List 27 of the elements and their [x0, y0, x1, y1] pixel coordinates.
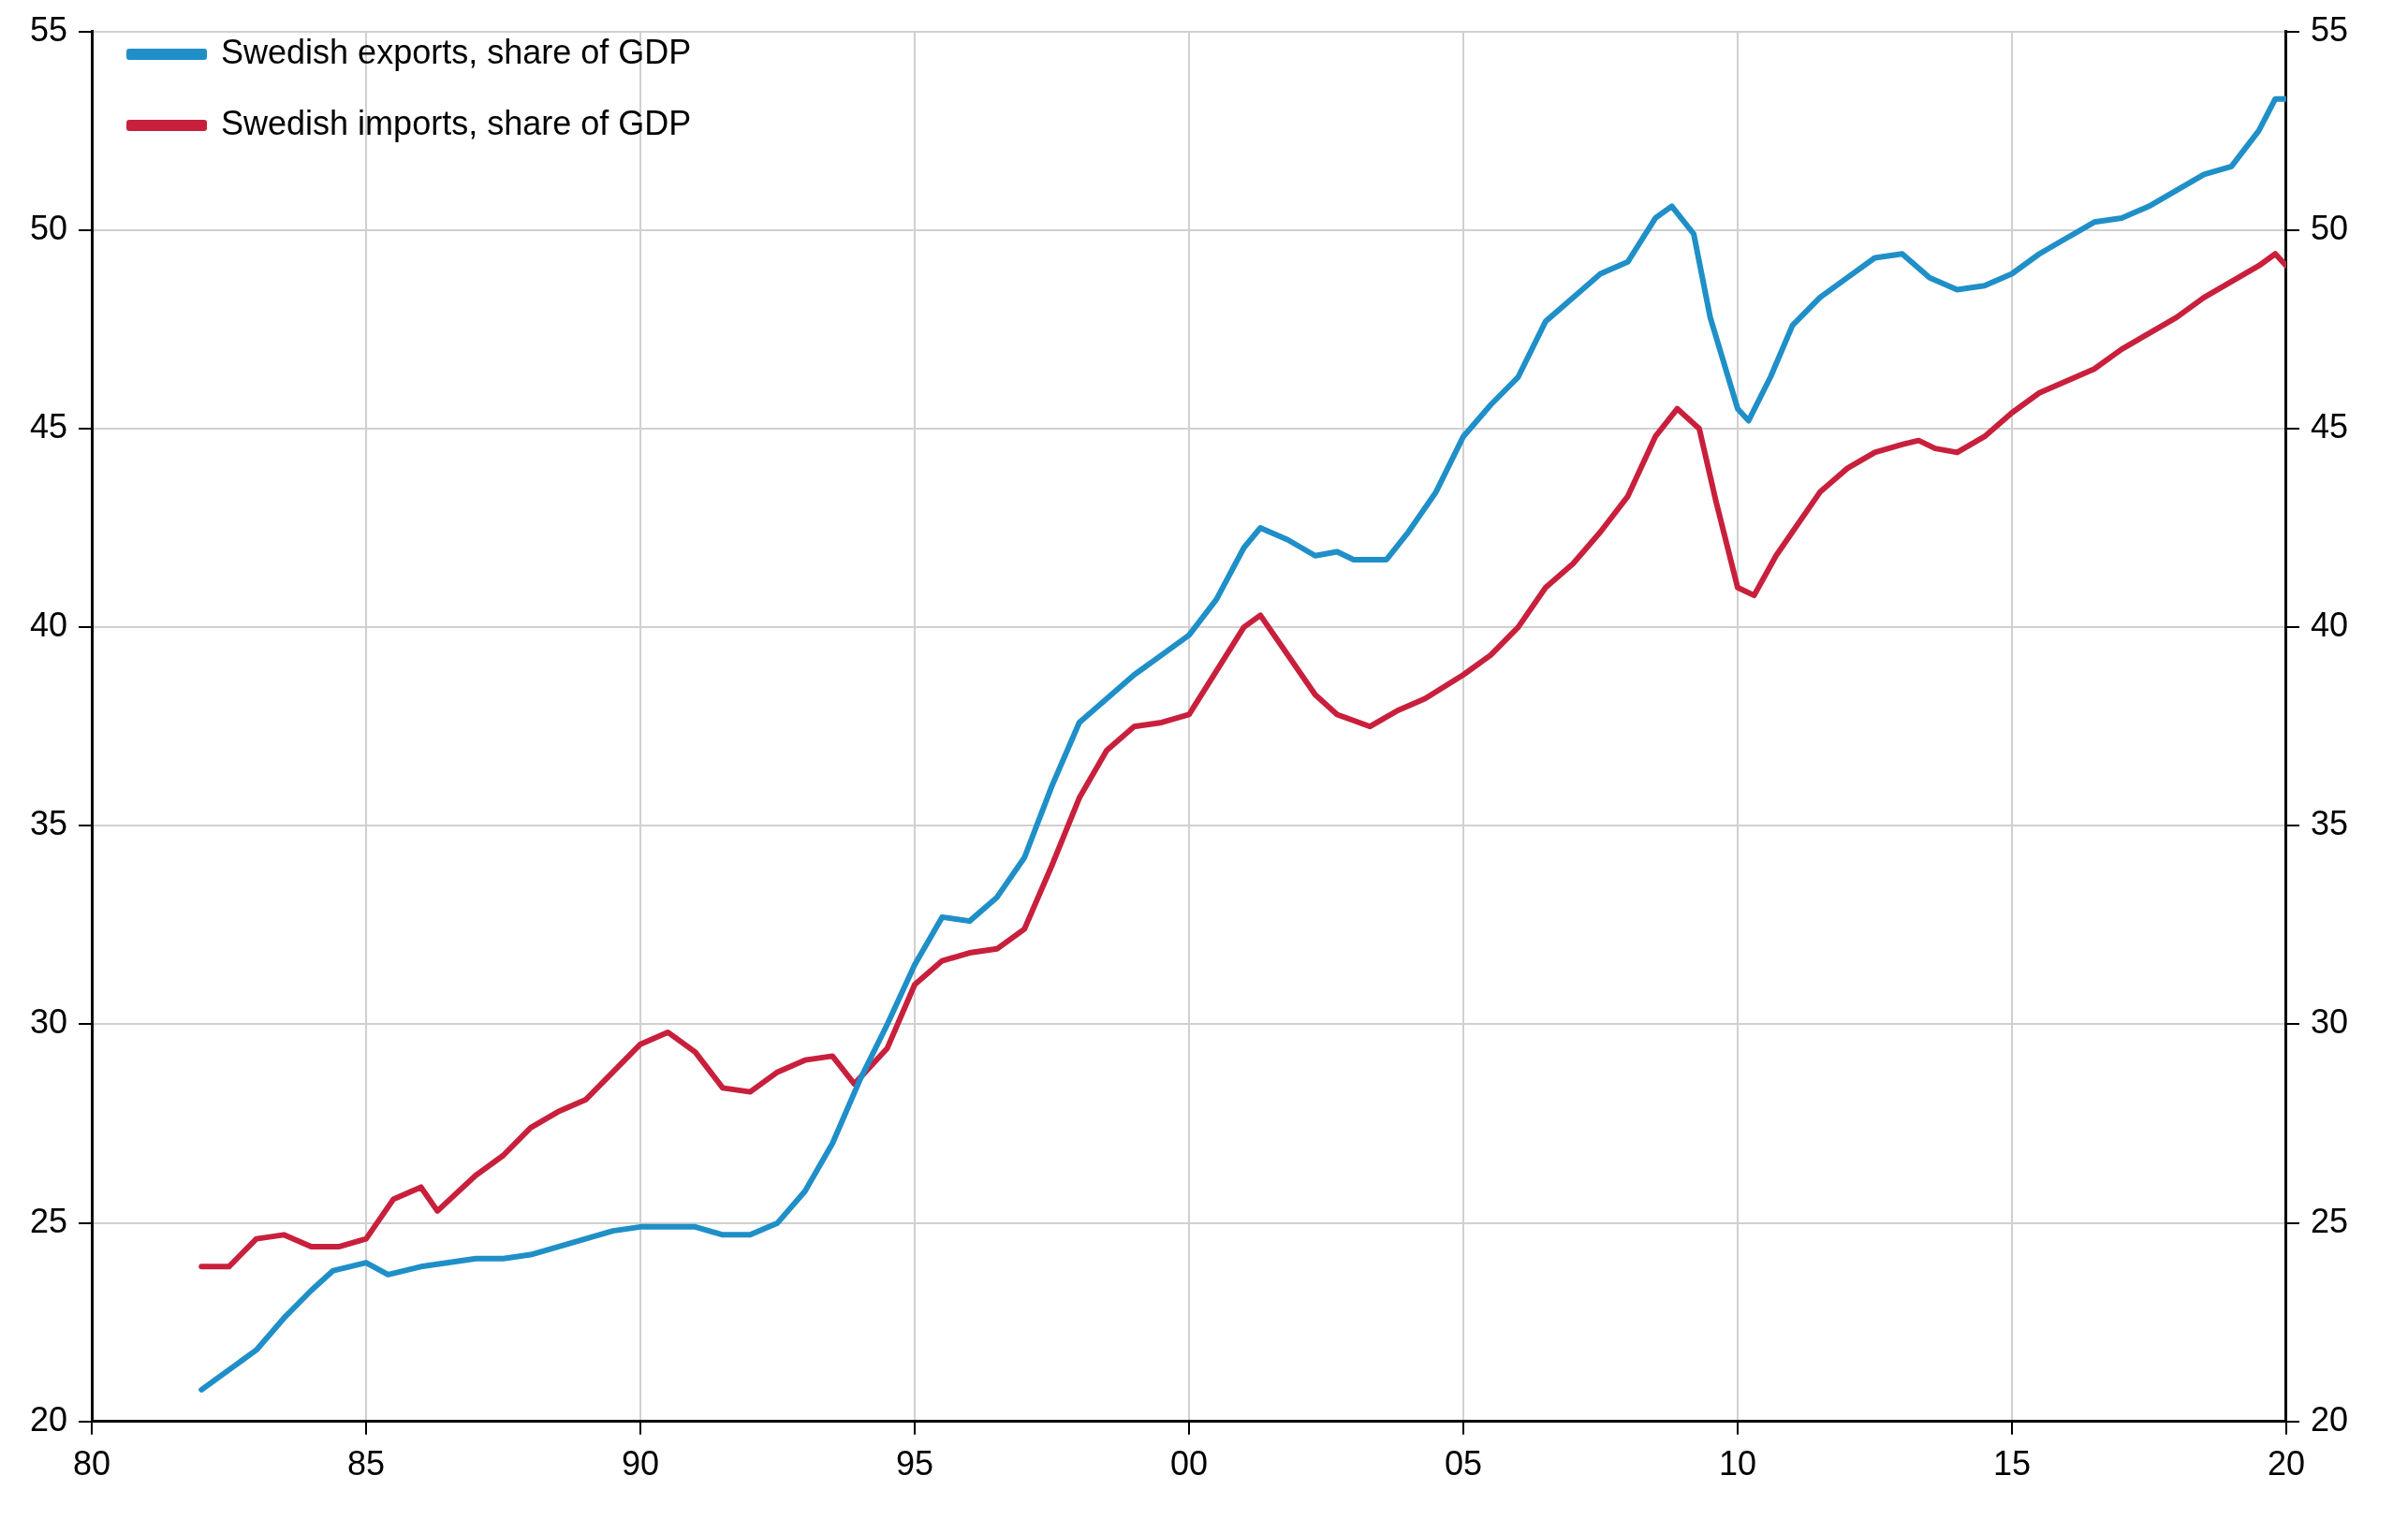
x-tick-label: 85	[347, 1444, 386, 1483]
x-tick-label: 80	[73, 1444, 111, 1483]
y2-tick-label: 50	[2310, 208, 2348, 247]
legend-label: Swedish exports, share of GDP	[221, 32, 692, 71]
y2-tick-label: 20	[2310, 1399, 2348, 1439]
x-tick-label: 05	[1444, 1444, 1483, 1483]
x-tick-label: 95	[895, 1444, 934, 1483]
x-tick-label: 15	[1992, 1444, 2031, 1483]
y2-tick-label: 30	[2310, 1002, 2348, 1042]
legend-label: Swedish imports, share of GDP	[221, 103, 692, 142]
x-tick-label: 90	[622, 1444, 660, 1483]
y2-tick-label: 55	[2310, 9, 2348, 49]
y-tick-label: 50	[30, 208, 68, 247]
y-tick-label: 35	[30, 804, 68, 843]
x-tick-label: 00	[1169, 1444, 1209, 1483]
y-tick-label: 30	[30, 1002, 68, 1042]
y-tick-label: 25	[30, 1201, 68, 1240]
x-tick-label: 10	[1718, 1444, 1756, 1483]
y-tick-label: 45	[30, 406, 68, 446]
x-tick-label: 20	[2267, 1444, 2305, 1483]
y-tick-label: 20	[30, 1399, 68, 1439]
y2-tick-label: 45	[2310, 406, 2348, 446]
y-tick-label: 40	[30, 606, 68, 645]
y2-tick-label: 35	[2310, 804, 2348, 843]
y2-tick-label: 40	[2310, 606, 2348, 645]
y-tick-label: 55	[30, 9, 68, 49]
y2-tick-label: 25	[2310, 1201, 2348, 1240]
